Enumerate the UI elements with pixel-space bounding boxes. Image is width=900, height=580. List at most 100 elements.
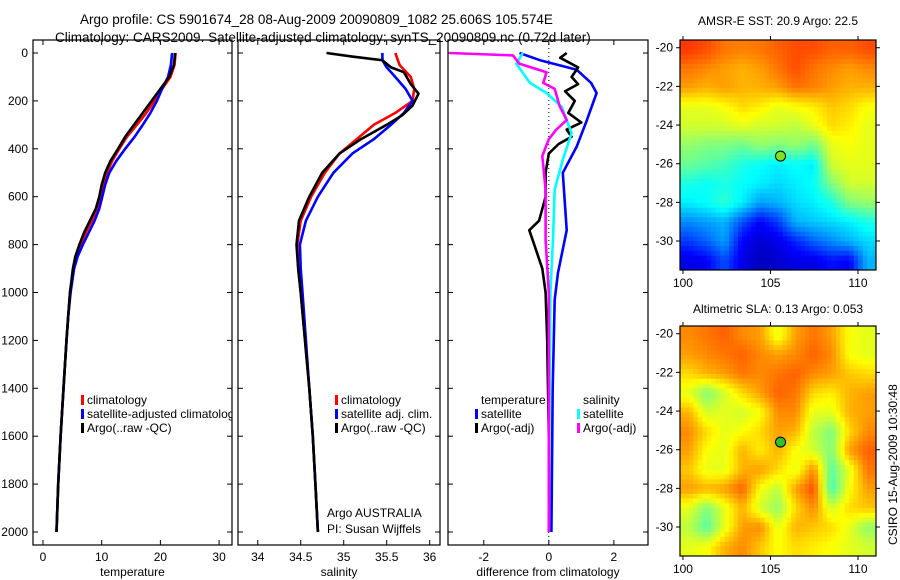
heatmap-cell (711, 388, 717, 394)
heatmap-cell (849, 407, 855, 413)
heatmap-cell (858, 260, 864, 266)
heatmap-cell (733, 469, 739, 475)
heatmap-cell (751, 188, 757, 194)
heatmap-cell (840, 145, 846, 151)
heatmap-cell (786, 373, 792, 380)
heatmap-cell (809, 532, 815, 538)
heatmap-cell (702, 359, 708, 365)
heatmap-cell (858, 498, 864, 504)
heatmap-cell (688, 97, 694, 103)
heatmap-cell (818, 222, 823, 228)
heatmap-cell (804, 169, 810, 175)
legend-label: satellite-adjusted climatology (87, 407, 240, 421)
heatmap-cell (769, 202, 774, 209)
heatmap-cell (840, 131, 846, 137)
heatmap-cell (804, 226, 810, 233)
heatmap-cell (720, 412, 725, 418)
series-line-argo-raw-qc- (295, 51, 420, 533)
heatmap-cell (702, 426, 708, 432)
heatmap-cell (733, 546, 739, 552)
heatmap-cell (871, 193, 877, 199)
heatmap-cell (871, 426, 877, 432)
heatmap-cell (688, 217, 694, 223)
heatmap-cell (840, 484, 846, 490)
heatmap-cell (858, 145, 864, 151)
heatmap-cell (746, 421, 752, 428)
heatmap-cell (715, 92, 721, 98)
heatmap-cell (818, 159, 823, 165)
heatmap-cell (680, 111, 685, 118)
heatmap-cell (804, 59, 810, 65)
heatmap-cell (804, 349, 810, 356)
heatmap-cell (742, 340, 748, 346)
heatmap-cell (800, 178, 806, 185)
heatmap-cell (862, 417, 868, 423)
heatmap-cell (720, 402, 725, 408)
heatmap-cell (697, 111, 703, 118)
heatmap-cell (862, 522, 868, 528)
heatmap-cell (871, 512, 877, 519)
heatmap-cell (853, 231, 859, 237)
heatmap-cell (818, 68, 823, 74)
heatmap-cell (706, 246, 712, 252)
heatmap-cell (809, 551, 815, 557)
x-axis-label: difference from climatology (476, 565, 619, 579)
heatmap-cell (720, 226, 725, 233)
heatmap-cell (778, 255, 783, 261)
heatmap-cell (804, 460, 810, 466)
heatmap-cell (849, 330, 855, 336)
heatmap-cell (773, 522, 779, 528)
heatmap-cell (822, 159, 828, 165)
heatmap-cell (835, 460, 841, 466)
heatmap-cell (742, 40, 748, 46)
heatmap-cell (733, 121, 739, 127)
heatmap-cell (791, 522, 797, 528)
heatmap-cell (795, 92, 801, 98)
heatmap-cell (706, 87, 712, 94)
heatmap-cell (867, 354, 872, 360)
heatmap-cell (849, 522, 855, 528)
heatmap-cell (809, 330, 815, 336)
heatmap-cell (800, 202, 806, 209)
heatmap-cell (688, 222, 694, 228)
heatmap-cell (706, 135, 712, 142)
heatmap-cell (684, 479, 690, 485)
heatmap-cell (858, 54, 864, 60)
heatmap-cell (773, 140, 779, 146)
heatmap-cell (853, 484, 859, 490)
heatmap-cell (858, 354, 864, 360)
heatmap-cell (697, 87, 703, 94)
heatmap-cell (858, 393, 864, 399)
heatmap-cell (760, 135, 766, 142)
heatmap-cell (737, 87, 743, 94)
heatmap-cell (849, 155, 855, 161)
heatmap-cell (822, 198, 828, 204)
heatmap-cell (786, 508, 792, 514)
heatmap-cell (706, 222, 712, 228)
heatmap-cell (742, 59, 748, 65)
heatmap-cell (769, 484, 774, 490)
heatmap-cell (724, 193, 730, 199)
heatmap-cell (853, 508, 859, 514)
heatmap-cell (706, 212, 712, 218)
x-tick-label: 105 (760, 562, 780, 576)
heatmap-cell (791, 407, 797, 413)
heatmap-cell (697, 364, 703, 370)
heatmap-cell (813, 183, 819, 189)
heatmap-cell (693, 546, 699, 552)
heatmap-cell (835, 150, 841, 156)
heatmap-cell (853, 83, 859, 89)
heatmap-cell (782, 464, 788, 471)
heatmap-cell (688, 484, 694, 490)
heatmap-cell (706, 63, 712, 70)
heatmap-cell (706, 359, 712, 365)
heatmap-cell (827, 159, 832, 165)
heatmap-cell (773, 145, 779, 151)
heatmap-cell (840, 340, 846, 346)
heatmap-cell (720, 255, 725, 261)
y-tick-label: -28 (656, 481, 674, 495)
heatmap-cell (706, 397, 712, 404)
heatmap-cell (746, 383, 752, 389)
heatmap-cell (844, 460, 850, 466)
heatmap-cell (786, 393, 792, 399)
